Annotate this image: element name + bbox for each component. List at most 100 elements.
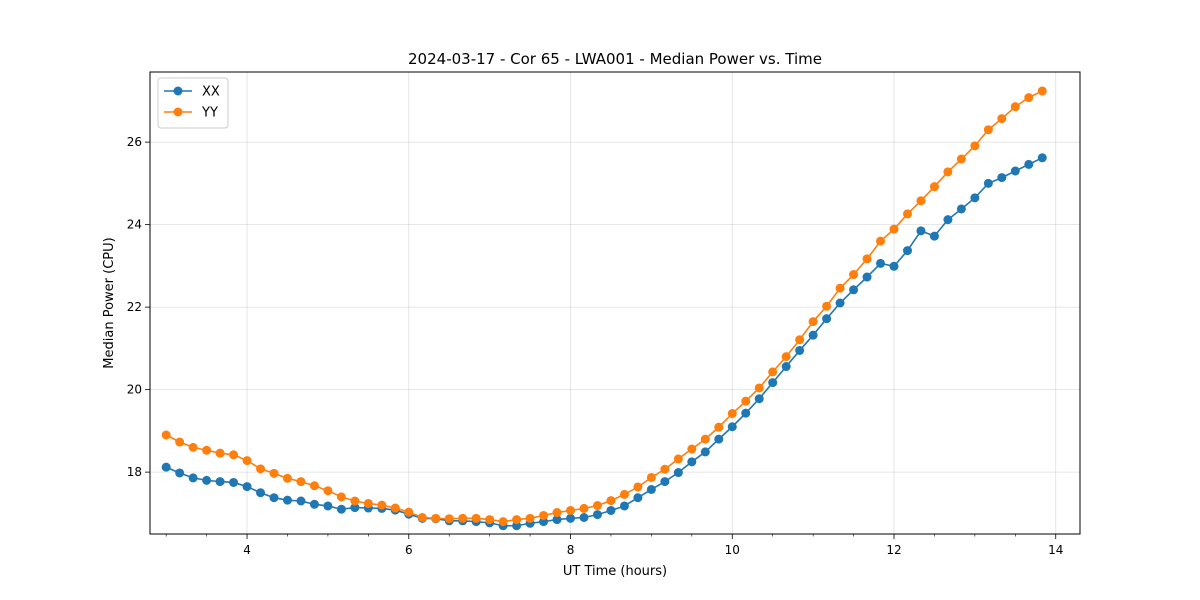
- legend: XX YY: [157, 77, 229, 129]
- legend-swatch-marker: [173, 107, 183, 117]
- data-point-yy: [444, 514, 454, 524]
- data-point-yy: [188, 442, 198, 452]
- data-point-yy: [862, 254, 872, 264]
- data-point-yy: [552, 508, 562, 518]
- x-axis: 4 6 8 10 12 14: [165, 534, 1063, 557]
- data-point-yy: [336, 492, 346, 502]
- data-point-yy: [350, 496, 360, 506]
- data-point-xx: [943, 215, 953, 225]
- data-point-xx: [309, 499, 319, 509]
- data-point-xx: [188, 473, 198, 483]
- data-point-yy: [943, 167, 953, 177]
- data-point-xx: [215, 477, 225, 487]
- y-axis-label: Median Power (CPU): [102, 237, 117, 368]
- y-tick-label: 20: [127, 383, 142, 397]
- data-point-xx: [323, 501, 333, 511]
- x-tick-label: 10: [725, 543, 740, 557]
- legend-swatch-marker: [173, 86, 183, 96]
- legend-label: YY: [201, 106, 218, 121]
- data-point-yy: [175, 437, 185, 447]
- y-tick-label: 18: [127, 465, 142, 479]
- data-point-yy: [296, 477, 306, 487]
- data-point-xx: [202, 475, 212, 485]
- data-point-xx: [902, 246, 912, 256]
- data-point-yy: [579, 503, 589, 513]
- x-tick-label: 4: [243, 543, 251, 557]
- data-point-xx: [296, 496, 306, 506]
- data-point-yy: [1010, 102, 1020, 112]
- data-point-xx: [849, 285, 859, 295]
- data-point-xx: [889, 261, 899, 271]
- data-point-yy: [835, 283, 845, 293]
- x-tick-label: 14: [1048, 543, 1063, 557]
- data-point-xx: [242, 482, 252, 492]
- data-point-yy: [754, 383, 764, 393]
- data-point-yy: [525, 513, 535, 523]
- data-point-yy: [269, 468, 279, 478]
- data-point-yy: [660, 464, 670, 474]
- data-point-yy: [539, 510, 549, 520]
- data-point-yy: [983, 125, 993, 135]
- data-point-yy: [161, 430, 171, 440]
- data-point-yy: [876, 236, 886, 246]
- data-point-xx: [741, 408, 751, 418]
- data-point-yy: [202, 445, 212, 455]
- y-tick-label: 24: [127, 218, 142, 232]
- data-point-xx: [835, 298, 845, 308]
- data-point-yy: [673, 454, 683, 464]
- plot-frame: [149, 71, 1081, 535]
- data-point-xx: [256, 488, 266, 498]
- x-axis-label: UT Time (hours): [563, 564, 667, 579]
- data-point-xx: [175, 468, 185, 478]
- data-point-yy: [646, 472, 656, 482]
- data-point-xx: [1010, 166, 1020, 176]
- data-point-yy: [512, 515, 522, 525]
- data-point-yy: [889, 224, 899, 234]
- data-point-xx: [336, 504, 346, 514]
- data-point-yy: [768, 367, 778, 377]
- data-point-yy: [498, 517, 508, 527]
- data-point-xx: [633, 493, 643, 503]
- data-point-yy: [700, 434, 710, 444]
- data-point-yy: [633, 482, 643, 492]
- series-layer: [161, 86, 1047, 531]
- y-axis: 18 20 22 24 26: [127, 135, 150, 479]
- data-point-xx: [552, 515, 562, 525]
- data-point-xx: [619, 501, 629, 511]
- data-point-xx: [700, 447, 710, 457]
- data-point-yy: [741, 396, 751, 406]
- data-point-yy: [215, 448, 225, 458]
- x-tick-label: 8: [567, 543, 575, 557]
- data-point-xx: [1037, 153, 1047, 163]
- data-point-yy: [471, 513, 481, 523]
- data-point-xx: [983, 178, 993, 188]
- data-point-yy: [606, 496, 616, 506]
- data-point-xx: [673, 468, 683, 478]
- x-tick-label: 12: [886, 543, 901, 557]
- data-point-xx: [781, 362, 791, 372]
- data-point-yy: [256, 464, 266, 474]
- data-point-yy: [592, 501, 602, 511]
- data-point-xx: [808, 330, 818, 340]
- data-point-xx: [862, 272, 872, 282]
- data-point-xx: [876, 258, 886, 268]
- data-point-yy: [916, 196, 926, 206]
- data-point-yy: [229, 450, 239, 460]
- data-point-xx: [970, 193, 980, 203]
- data-point-yy: [485, 515, 495, 525]
- data-point-yy: [323, 486, 333, 496]
- data-point-yy: [282, 473, 292, 483]
- data-point-xx: [660, 477, 670, 487]
- data-point-xx: [606, 505, 616, 515]
- data-point-yy: [390, 503, 400, 513]
- data-point-xx: [687, 457, 697, 467]
- data-point-xx: [754, 394, 764, 404]
- data-point-yy: [808, 317, 818, 327]
- data-point-xx: [512, 521, 522, 531]
- data-point-xx: [282, 495, 292, 505]
- x-tick-label: 6: [405, 543, 413, 557]
- data-point-yy: [458, 513, 468, 523]
- data-point-yy: [929, 182, 939, 192]
- data-point-xx: [161, 462, 171, 472]
- data-point-yy: [417, 513, 427, 522]
